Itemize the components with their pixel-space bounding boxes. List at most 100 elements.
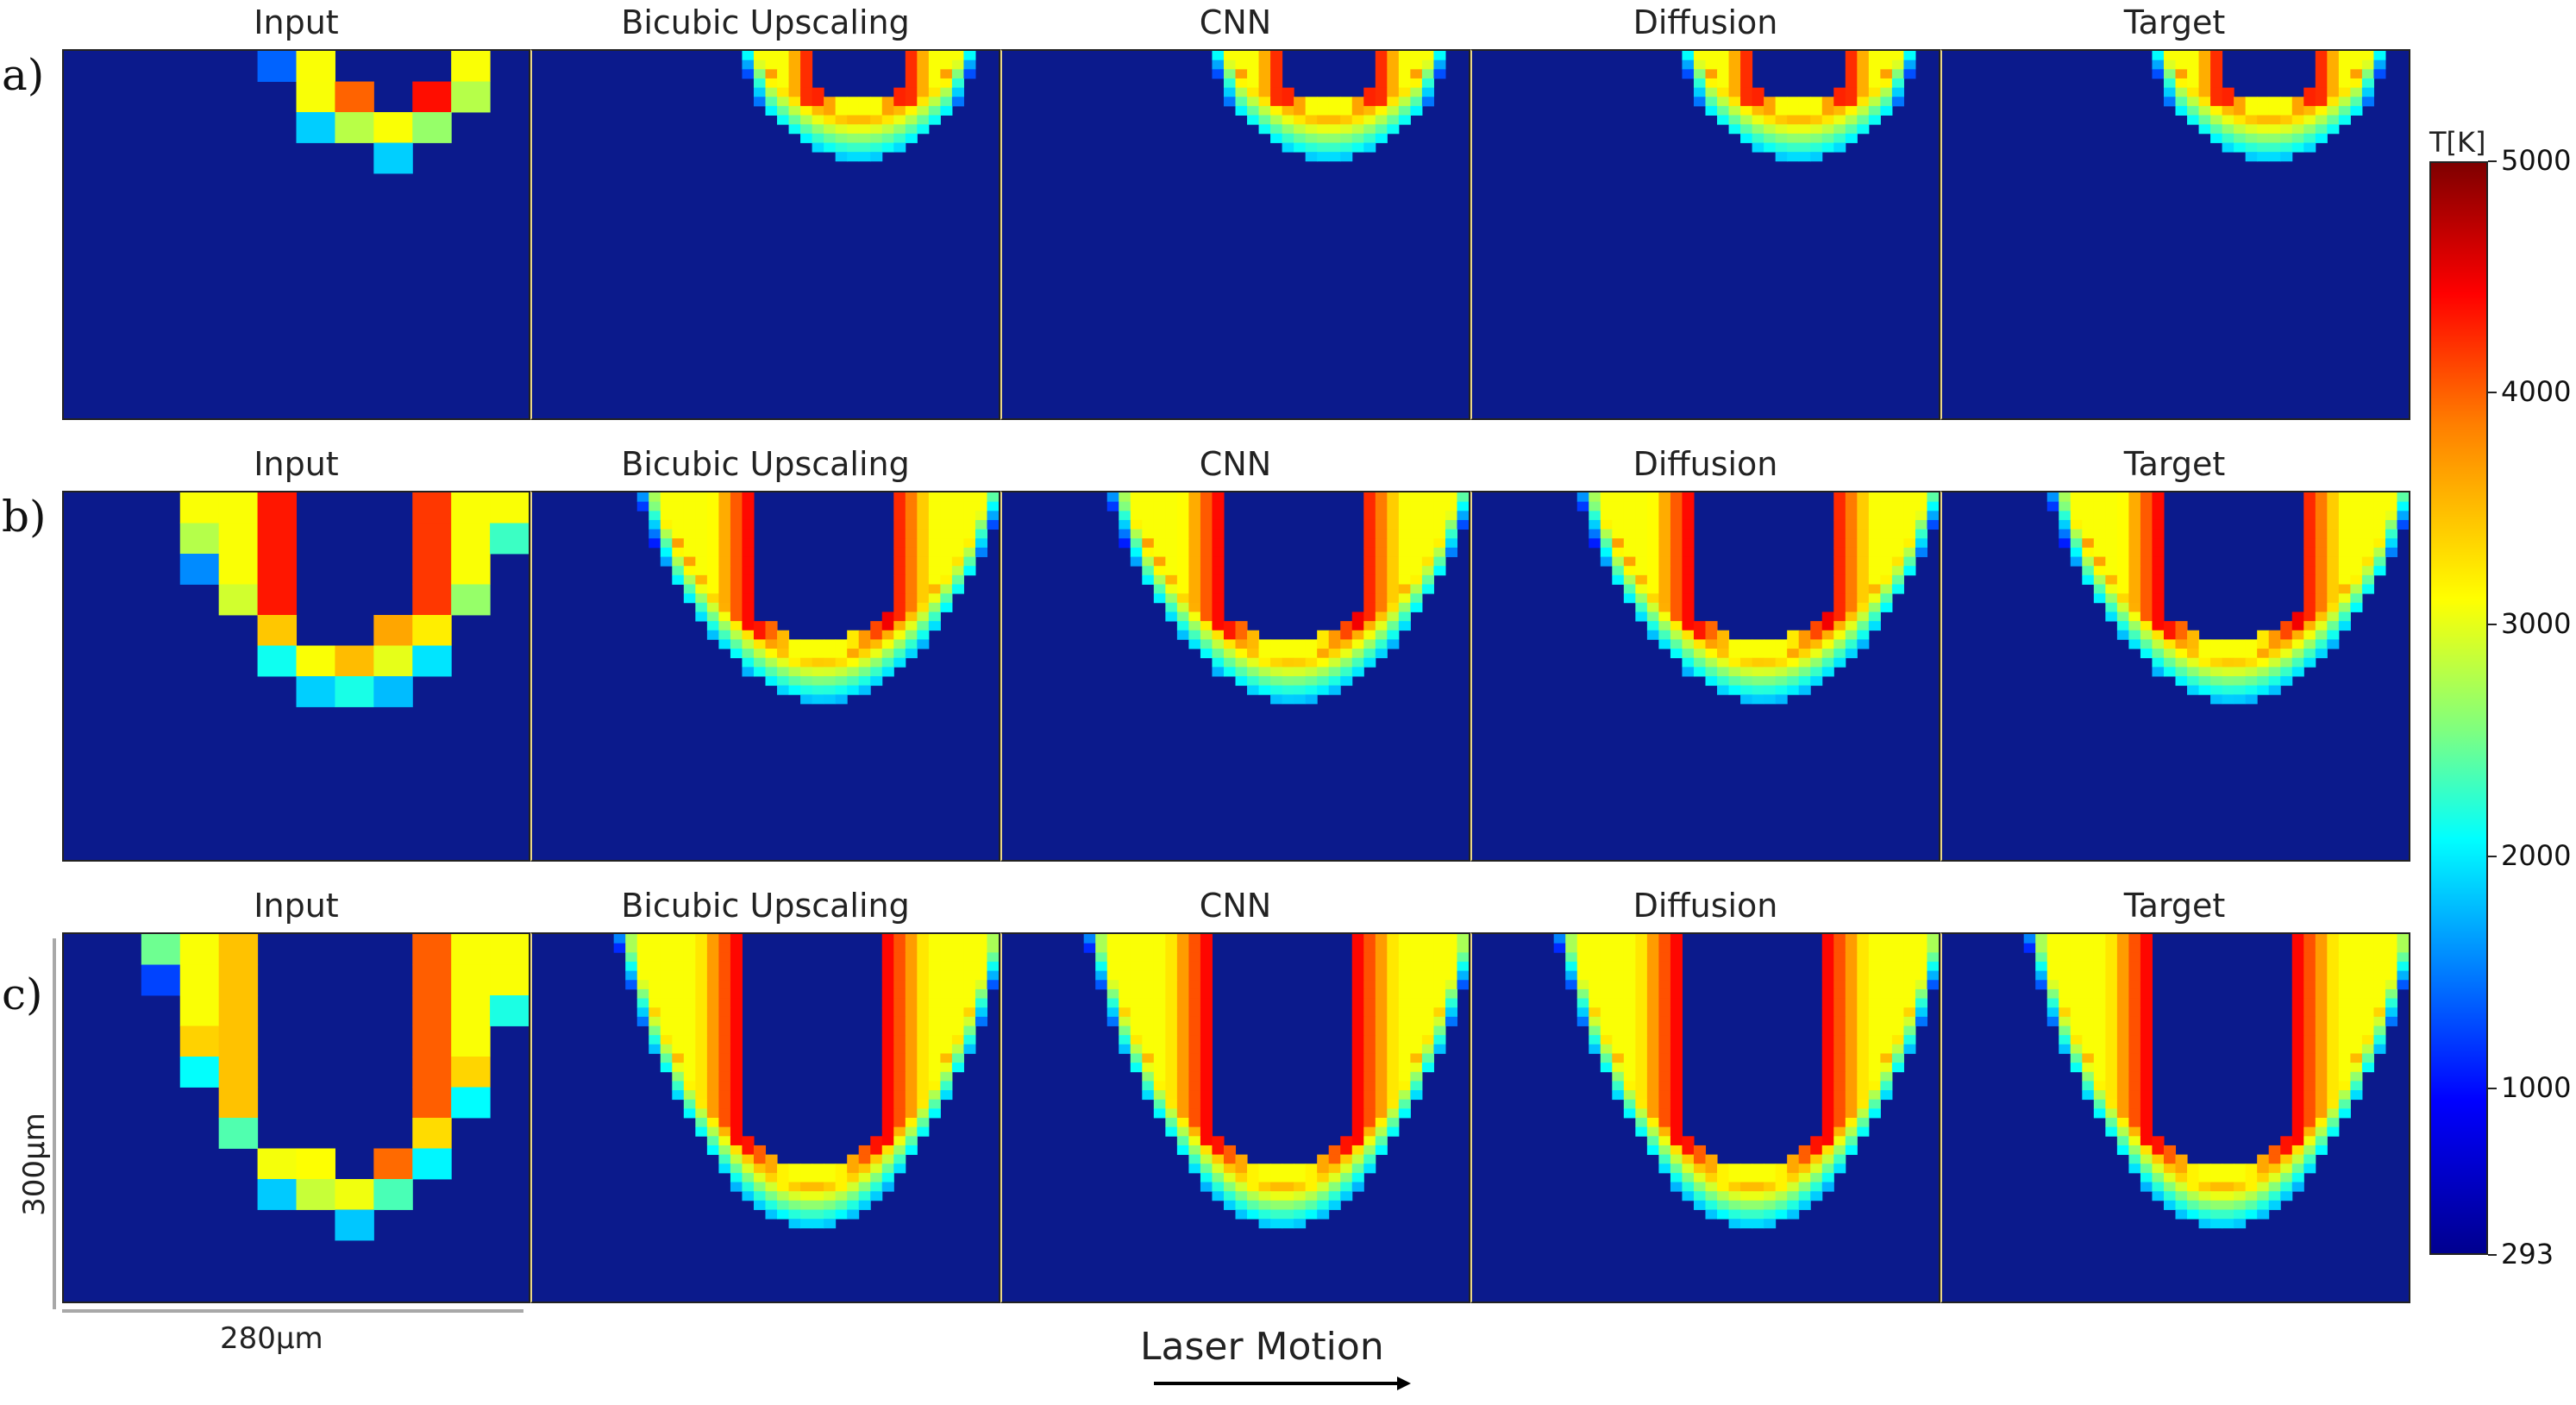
heatmap-cell (2140, 1108, 2153, 1119)
heatmap-cell (2338, 511, 2351, 521)
heatmap-cell (2152, 1154, 2165, 1164)
heatmap-cell (1328, 649, 1341, 659)
heatmap-cell (2327, 1118, 2340, 1128)
heatmap-cell (881, 934, 894, 944)
heatmap-cell (847, 97, 860, 107)
heatmap-cell (1635, 1007, 1648, 1018)
heatmap-cell (1223, 621, 1237, 631)
heatmap-cell (1223, 87, 1237, 97)
heatmap-cell (2035, 934, 2048, 944)
heatmap-cell (917, 1090, 930, 1101)
heatmap-cell (2338, 492, 2351, 503)
heatmap-cell (1375, 593, 1388, 604)
heatmap-cell (1363, 529, 1376, 539)
heatmap-cell (1387, 934, 1400, 944)
heatmap-cell (1445, 519, 1458, 530)
heatmap-cell (1915, 1007, 1928, 1018)
heatmap-cell (2175, 1200, 2188, 1210)
heatmap-cell (1600, 547, 1613, 557)
heatmap-cell (1223, 69, 1237, 79)
heatmap-cell (2338, 115, 2351, 125)
heatmap-cell (1764, 1164, 1777, 1174)
heatmap-cell (2257, 142, 2270, 153)
heatmap-cell (1821, 115, 1834, 125)
heatmap-cell (2361, 1053, 2374, 1063)
heatmap-cell (1130, 492, 1143, 503)
heatmap-cell (1705, 1182, 1718, 1192)
heatmap-cell (1433, 519, 1446, 530)
heatmap-cell (1270, 657, 1283, 668)
heatmap-cell (1200, 1053, 1213, 1063)
heatmap-cell (1612, 952, 1625, 963)
heatmap-cell (695, 612, 708, 622)
heatmap-cell (1868, 105, 1881, 116)
heatmap-cell (940, 1016, 953, 1026)
heatmap-cell (1375, 621, 1388, 631)
heatmap-cell (917, 124, 930, 135)
heatmap-cell (683, 1044, 696, 1054)
heatmap-cell (2268, 1182, 2281, 1192)
heatmap-cell (1235, 1191, 1248, 1201)
heatmap-cell (2140, 1016, 2153, 1026)
heatmap-cell (373, 645, 413, 677)
heatmap-cell (1188, 602, 1201, 612)
heatmap-cell (1351, 133, 1364, 143)
heatmap-cell (1188, 621, 1201, 631)
heatmap-cell (1740, 69, 1753, 79)
heatmap-cell (2315, 529, 2328, 539)
heatmap-cell (1410, 952, 1423, 963)
title-bicubic-a: Bicubic Upscaling (621, 3, 910, 41)
heatmap-cell (1375, 934, 1388, 944)
heatmap-cell (2210, 1182, 2223, 1192)
heatmap-cell (940, 1063, 953, 1073)
heatmap-cell (2222, 1219, 2234, 1229)
heatmap-cell (777, 1164, 790, 1174)
heatmap-cell (1635, 1108, 1648, 1119)
heatmap-cell (2361, 1016, 2374, 1026)
heatmap-cell (451, 1056, 491, 1088)
heatmap-cell (1294, 105, 1307, 116)
heatmap-cell (1387, 1007, 1400, 1018)
heatmap-cell (1176, 574, 1189, 585)
heatmap-cell (800, 69, 813, 79)
heatmap-cell (1258, 657, 1271, 668)
heatmap-cell (1212, 538, 1225, 549)
heatmap-cell (2327, 961, 2340, 972)
heatmap-cell (1833, 657, 1846, 668)
heatmap-cell (649, 980, 661, 990)
heatmap-cell (2128, 1099, 2141, 1109)
heatmap-cell (881, 105, 894, 116)
heatmap-cell (1433, 934, 1446, 944)
heatmap-cell (893, 1081, 906, 1091)
heatmap-cell (777, 1191, 790, 1201)
heatmap-cell (2327, 1090, 2340, 1101)
heatmap-cell (672, 538, 685, 549)
heatmap-cell (1717, 667, 1730, 677)
heatmap-cell (928, 612, 941, 622)
heatmap-cell (858, 649, 871, 659)
heatmap-cell (1130, 538, 1143, 549)
heatmap-cell (1176, 584, 1189, 594)
heatmap-cell (893, 1016, 906, 1026)
heatmap-cell (928, 943, 941, 953)
heatmap-cell (1294, 1191, 1307, 1201)
heatmap-bicubic-b (530, 491, 1000, 862)
heatmap-cell (1433, 988, 1446, 999)
heatmap-cell (2280, 1145, 2293, 1156)
heatmap-cell (2222, 685, 2234, 695)
heatmap-cell (1857, 529, 1870, 539)
heatmap-cell (2268, 1145, 2281, 1156)
heatmap-cell (1589, 519, 1601, 530)
heatmap-cell (2140, 630, 2153, 640)
heatmap-cell (1682, 492, 1695, 503)
heatmap-cell (1294, 1182, 1307, 1192)
heatmap-cell (987, 519, 999, 530)
heatmap-cell (2257, 124, 2270, 135)
heatmap-cell (718, 1081, 731, 1091)
heatmap-cell (905, 1126, 918, 1137)
heatmap-cell (1635, 1071, 1648, 1082)
heatmap-cell (1433, 556, 1446, 567)
heatmap-cell (1658, 612, 1671, 622)
heatmap-cell (2361, 1063, 2374, 1073)
heatmap-cell (2105, 988, 2118, 999)
